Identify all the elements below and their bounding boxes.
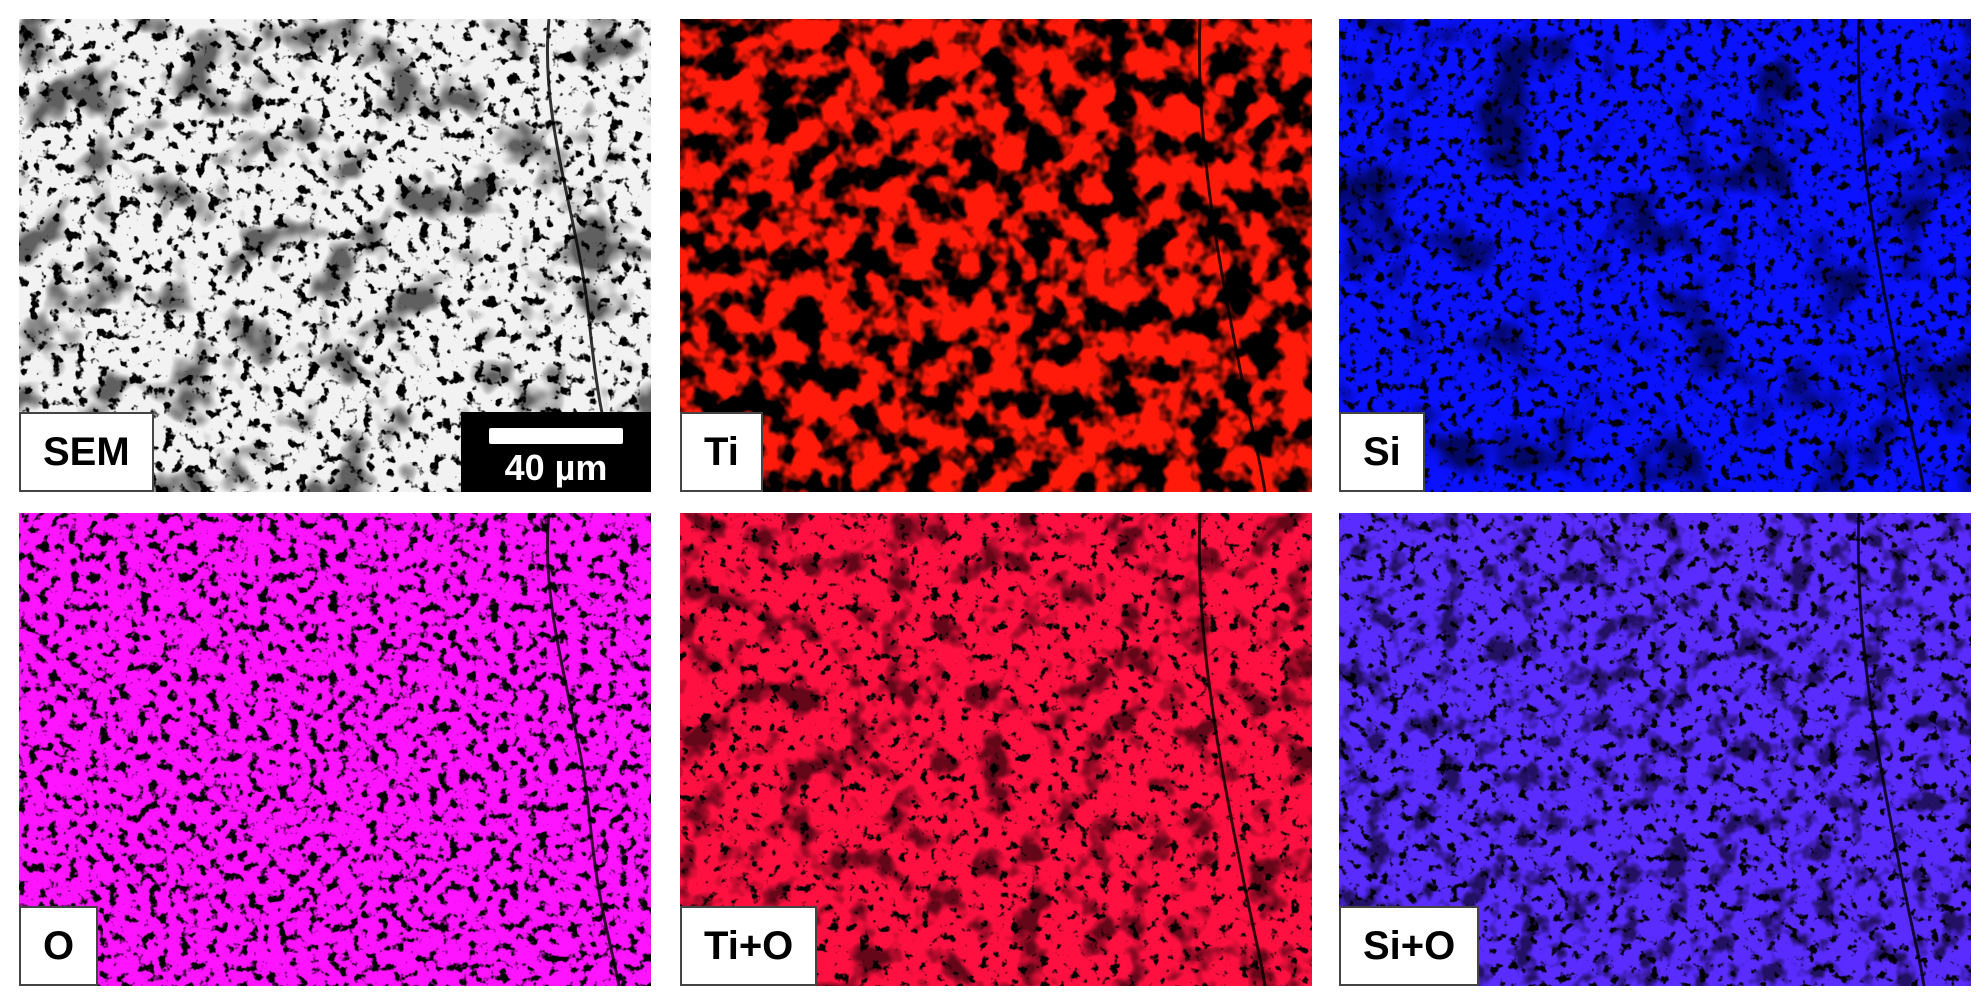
scale-bar-label: 40 µm	[504, 447, 608, 488]
panel-label: SEM	[19, 412, 154, 492]
crack	[1197, 19, 1267, 492]
image-panel: Si	[1339, 19, 1971, 492]
micrograph	[19, 19, 651, 492]
speckle-layer	[1339, 19, 1971, 492]
micrograph	[1339, 19, 1971, 492]
scale-bar-line	[489, 428, 623, 444]
micrograph	[19, 513, 651, 986]
speckle-layer	[19, 513, 651, 986]
crack	[1856, 513, 1926, 986]
crack	[1856, 19, 1926, 492]
crack	[545, 513, 621, 986]
image-panel: SEM 40 µm	[19, 19, 651, 492]
speckle-layer	[680, 19, 1312, 492]
crack	[1197, 513, 1267, 986]
micrograph	[680, 19, 1312, 492]
scale-bar: 40 µm	[461, 412, 651, 492]
image-panel: Ti	[680, 19, 1312, 492]
panel-label: Ti+O	[680, 906, 818, 986]
image-panel: O	[19, 513, 651, 986]
image-panel: Ti+O	[680, 513, 1312, 986]
panel-label: O	[19, 906, 99, 986]
panel-label: Ti	[680, 412, 763, 492]
panel-label: Si+O	[1339, 906, 1480, 986]
image-panel: Si+O	[1339, 513, 1971, 986]
panel-label: Si	[1339, 412, 1425, 492]
